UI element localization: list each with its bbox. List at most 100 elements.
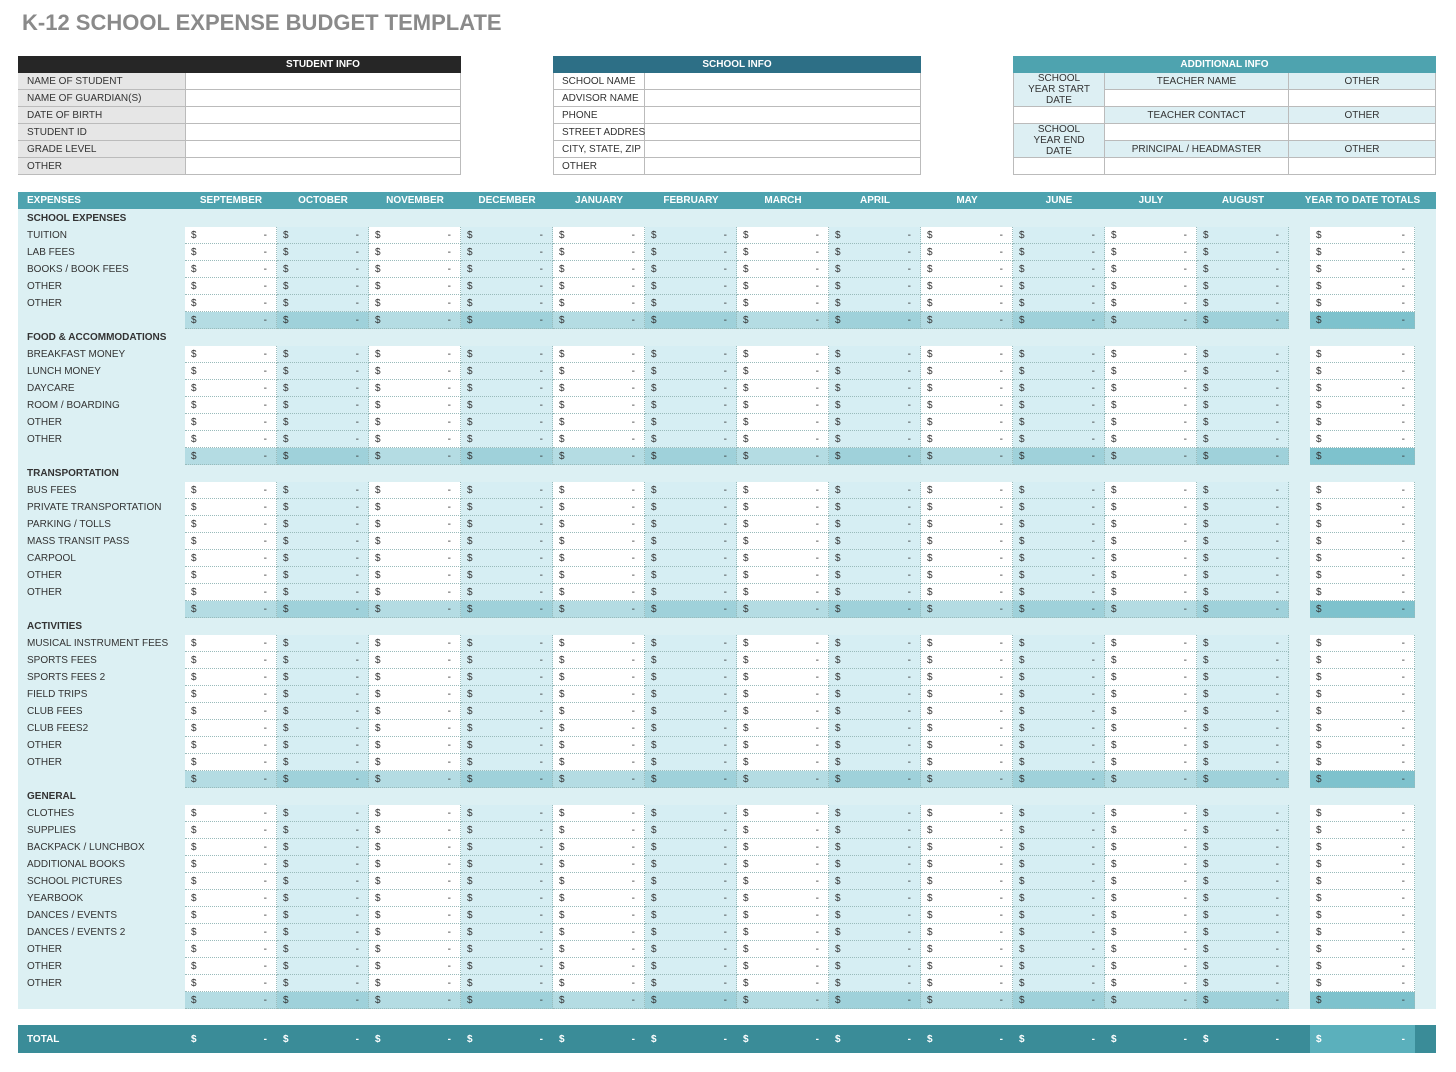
currency-symbol: $ bbox=[467, 315, 473, 326]
amount: - bbox=[355, 485, 359, 496]
expense-cell bbox=[369, 584, 461, 601]
amount: - bbox=[263, 349, 267, 360]
amount: - bbox=[815, 298, 819, 309]
expense-cell bbox=[645, 805, 737, 822]
expense-cell bbox=[185, 499, 277, 516]
amount: - bbox=[1401, 553, 1405, 564]
amount: - bbox=[447, 927, 451, 938]
currency-symbol: $ bbox=[1111, 740, 1117, 751]
amount: - bbox=[907, 995, 911, 1006]
expense-cell bbox=[461, 414, 553, 431]
currency-symbol: $ bbox=[927, 723, 933, 734]
amount: - bbox=[447, 825, 451, 836]
amount: - bbox=[539, 400, 543, 411]
expense-cell bbox=[645, 839, 737, 856]
currency-symbol: $ bbox=[1111, 383, 1117, 394]
expense-cell bbox=[369, 346, 461, 363]
amount: - bbox=[355, 587, 359, 598]
amount: - bbox=[723, 400, 727, 411]
expense-cell bbox=[737, 737, 829, 754]
subtotal-cell bbox=[737, 312, 829, 329]
currency-symbol: $ bbox=[191, 281, 197, 292]
currency-symbol: $ bbox=[835, 638, 841, 649]
currency-symbol: $ bbox=[651, 400, 657, 411]
currency-symbol: $ bbox=[1316, 944, 1322, 955]
amount: - bbox=[447, 740, 451, 751]
amount: - bbox=[999, 944, 1003, 955]
amount: - bbox=[355, 604, 359, 615]
expense-cell bbox=[829, 533, 921, 550]
currency-symbol: $ bbox=[651, 944, 657, 955]
amount: - bbox=[1091, 910, 1095, 921]
amount: - bbox=[999, 587, 1003, 598]
amount: - bbox=[999, 808, 1003, 819]
expense-cell bbox=[1310, 907, 1415, 924]
currency-symbol: $ bbox=[375, 1033, 381, 1045]
item-label: OTHER bbox=[27, 740, 62, 751]
amount: - bbox=[631, 536, 635, 547]
currency-symbol: $ bbox=[927, 774, 933, 785]
amount: - bbox=[631, 927, 635, 938]
amount: - bbox=[1183, 587, 1187, 598]
amount: - bbox=[723, 383, 727, 394]
amount: - bbox=[1275, 774, 1279, 785]
amount: - bbox=[539, 859, 543, 870]
amount: - bbox=[355, 417, 359, 428]
amount: - bbox=[631, 315, 635, 326]
currency-symbol: $ bbox=[1203, 927, 1209, 938]
expense-cell bbox=[277, 278, 369, 295]
amount: - bbox=[815, 604, 819, 615]
total-cell bbox=[921, 1025, 1013, 1053]
expense-cell bbox=[369, 856, 461, 873]
currency-symbol: $ bbox=[191, 587, 197, 598]
currency-symbol: $ bbox=[559, 502, 565, 513]
currency-symbol: $ bbox=[283, 519, 289, 530]
amount: - bbox=[355, 910, 359, 921]
amount: - bbox=[907, 893, 911, 904]
currency-symbol: $ bbox=[927, 298, 933, 309]
expense-cell bbox=[461, 363, 553, 380]
currency-symbol: $ bbox=[1203, 995, 1209, 1006]
expense-cell bbox=[645, 737, 737, 754]
amount: - bbox=[263, 264, 267, 275]
currency-symbol: $ bbox=[651, 434, 657, 445]
currency-symbol: $ bbox=[1111, 910, 1117, 921]
expense-cell bbox=[185, 584, 277, 601]
amount: - bbox=[447, 842, 451, 853]
currency-symbol: $ bbox=[1203, 536, 1209, 547]
currency-symbol: $ bbox=[1111, 417, 1117, 428]
currency-symbol: $ bbox=[1019, 638, 1025, 649]
currency-symbol: $ bbox=[191, 366, 197, 377]
amount: - bbox=[1401, 978, 1405, 989]
amount: - bbox=[1401, 298, 1405, 309]
currency-symbol: $ bbox=[1203, 893, 1209, 904]
expense-cell bbox=[277, 482, 369, 499]
amount: - bbox=[1183, 638, 1187, 649]
currency-symbol: $ bbox=[559, 740, 565, 751]
currency-symbol: $ bbox=[927, 689, 933, 700]
amount: - bbox=[815, 655, 819, 666]
currency-symbol: $ bbox=[1111, 230, 1117, 241]
amount: - bbox=[999, 876, 1003, 887]
currency-symbol: $ bbox=[191, 553, 197, 564]
expense-cell bbox=[553, 975, 645, 992]
amount: - bbox=[539, 536, 543, 547]
item-label: OTHER bbox=[27, 298, 62, 309]
amount: - bbox=[999, 400, 1003, 411]
currency-symbol: $ bbox=[1111, 570, 1117, 581]
currency-symbol: $ bbox=[743, 740, 749, 751]
amount: - bbox=[355, 842, 359, 853]
amount: - bbox=[815, 740, 819, 751]
currency-symbol: $ bbox=[651, 706, 657, 717]
expense-cell bbox=[829, 754, 921, 771]
expense-cell bbox=[645, 890, 737, 907]
currency-symbol: $ bbox=[1316, 536, 1322, 547]
currency-symbol: $ bbox=[1019, 434, 1025, 445]
expense-cell bbox=[461, 261, 553, 278]
expense-cell bbox=[737, 261, 829, 278]
currency-symbol: $ bbox=[927, 842, 933, 853]
expense-cell bbox=[737, 227, 829, 244]
currency-symbol: $ bbox=[743, 349, 749, 360]
expense-cell bbox=[829, 720, 921, 737]
amount: - bbox=[723, 995, 727, 1006]
